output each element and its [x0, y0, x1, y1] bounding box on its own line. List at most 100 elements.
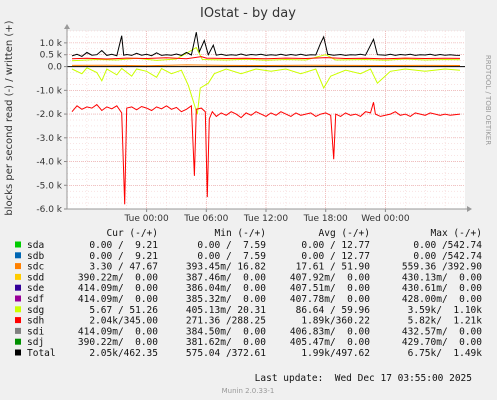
legend-name-sdi: sdi	[27, 326, 44, 337]
y-tick-label: -5.0 k	[36, 181, 62, 191]
legend-avg-sdi: 406.83m/ 0.00	[290, 326, 370, 337]
legend-cur-sde: 414.09m/ 0.00	[78, 283, 158, 294]
legend-min-sdc: 393.45m/ 16.82	[186, 262, 266, 273]
legend-avg-sde: 407.51m/ 0.00	[290, 283, 370, 294]
legend-header-avg: Avg (-/+)	[319, 228, 370, 239]
legend-swatch-sda	[15, 241, 21, 248]
x-tick-label: Tue 06:00	[183, 214, 228, 224]
y-tick-label: -3.0 k	[36, 134, 62, 144]
legend-avg-sdg: 86.64 / 59.96	[296, 305, 371, 316]
legend-max-sdi: 432.57m/ 0.00	[402, 326, 482, 337]
legend-swatch-sdi	[15, 327, 21, 334]
legend-name-sdc: sdc	[27, 262, 44, 273]
sdc-write-line	[71, 64, 461, 67]
legend-min-sdi: 384.50m/ 0.00	[186, 326, 266, 337]
y-axis-arrow	[64, 24, 70, 29]
legend-max-sdg: 3.59k/ 1.10k	[408, 305, 483, 316]
legend-swatch-sdb	[15, 252, 21, 259]
y-tick-label: -2.0 k	[36, 110, 62, 120]
rrdtool-credit: RRDTOOL / TOBI OETIKER	[484, 55, 492, 145]
legend-max-sdj: 429.70m/ 0.00	[402, 337, 482, 348]
legend-min-sdf: 385.32m/ 0.00	[186, 294, 266, 305]
x-tick-label: Tue 00:00	[124, 214, 169, 224]
legend-avg-total: 1.99k/497.62	[301, 348, 370, 359]
legend-avg-sda: 0.00 / 12.77	[301, 240, 370, 251]
legend-avg-sdf: 407.78m/ 0.00	[290, 294, 370, 305]
y-tick-label: 0.0	[48, 63, 63, 73]
legend-name-sdg: sdg	[27, 305, 44, 316]
legend-cur-sdh: 2.04k/345.00	[89, 316, 158, 327]
legend-max-total: 6.75k/ 1.49k	[408, 348, 483, 359]
legend-max-sda: 0.00 /542.74	[413, 240, 482, 251]
legend-name-sde: sde	[27, 283, 44, 294]
legend-avg-sdb: 0.00 / 12.77	[301, 251, 370, 262]
legend-name-sdh: sdh	[27, 316, 44, 327]
legend-cur-sdj: 390.22m/ 0.00	[78, 337, 158, 348]
y-tick-label: -4.0 k	[36, 158, 62, 168]
legend-avg-sdh: 1.89k/360.22	[301, 316, 370, 327]
legend-avg-sdj: 405.47m/ 0.00	[290, 337, 370, 348]
legend-max-sdh: 5.82k/ 1.21k	[408, 316, 483, 327]
legend-min-sdh: 271.36 /288.25	[186, 316, 266, 327]
sdh-write-line	[71, 56, 461, 60]
legend-swatch-sde	[15, 284, 21, 291]
legend-max-sdd: 430.13m/ 0.00	[402, 272, 482, 283]
x-axis-arrow	[467, 206, 472, 212]
legend-min-total: 575.04 /372.61	[186, 348, 266, 359]
legend-max-sdc: 559.36 /392.90	[402, 262, 482, 273]
x-tick-label: Tue 18:00	[303, 214, 348, 224]
sdg-read-line	[71, 67, 461, 115]
legend-name-sda: sda	[27, 240, 44, 251]
legend-header-max: Max (-/+)	[431, 228, 482, 239]
legend-max-sde: 430.61m/ 0.00	[402, 283, 482, 294]
legend-cur-sda: 0.00 / 9.21	[89, 240, 158, 251]
sdg-write-line	[71, 46, 461, 62]
chart-title: IOstat - by day	[200, 6, 296, 21]
legend: Cur (-/+) Min (-/+) Avg (-/+) Max (-/+) sda 0…	[15, 228, 482, 359]
legend-cur-sdg: 5.67 / 51.26	[89, 305, 158, 316]
legend-avg-sdc: 17.61 / 51.90	[296, 262, 371, 273]
legend-min-sdb: 0.00 / 7.59	[197, 251, 266, 262]
legend-avg-sdd: 407.92m/ 0.00	[290, 272, 370, 283]
legend-swatch-sdd	[15, 273, 21, 280]
legend-max-sdb: 0.00 /542.74	[413, 251, 482, 262]
legend-swatch-sdf	[15, 295, 21, 302]
legend-cur-sdd: 390.22m/ 0.00	[78, 272, 158, 283]
y-tick-label: -1.0 k	[36, 86, 62, 96]
x-tick-label: Tue 12:00	[243, 214, 288, 224]
legend-swatch-sdj	[15, 338, 21, 345]
legend-header-min: Min (-/+)	[215, 228, 266, 239]
legend-cur-sdi: 414.09m/ 0.00	[78, 326, 158, 337]
legend-swatch-sdc	[15, 263, 21, 270]
legend-cur-total: 2.05k/462.35	[89, 348, 158, 359]
plot-area: 1.0 k 0.5 k 0.0 -1.0 k -2.0 k -3.0 k -4.0 k -5.…	[36, 24, 472, 224]
legend-min-sdj: 381.62m/ 0.00	[186, 337, 266, 348]
y-tick-label: -6.0 k	[36, 205, 62, 215]
y-tick-label: 1.0 k	[40, 39, 63, 49]
total-write-line	[71, 32, 461, 57]
legend-swatch-sdh	[15, 317, 21, 324]
last-update: Last update: Wed Dec 17 03:55:00 2025	[255, 373, 472, 384]
legend-swatch-sdg	[15, 306, 21, 313]
legend-max-sdf: 428.00m/ 0.00	[402, 294, 482, 305]
legend-name-sdf: sdf	[27, 294, 44, 305]
legend-header-cur: Cur (-/+)	[107, 228, 158, 239]
legend-cur-sdb: 0.00 / 9.21	[89, 251, 158, 262]
legend-min-sde: 386.04m/ 0.00	[186, 283, 266, 294]
x-tick-label: Wed 00:00	[361, 214, 410, 224]
legend-min-sdg: 405.13m/ 20.31	[186, 305, 266, 316]
munin-version: Munin 2.0.33-1	[222, 387, 275, 395]
legend-cur-sdf: 414.09m/ 0.00	[78, 294, 158, 305]
sdh-read-line	[71, 102, 461, 205]
legend-name-sdd: sdd	[27, 272, 44, 283]
legend-name-sdj: sdj	[27, 337, 44, 348]
legend-name-total: Total	[27, 348, 56, 359]
y-tick-label: 0.5 k	[40, 51, 63, 61]
legend-min-sda: 0.00 / 7.59	[197, 240, 266, 251]
y-axis-label: blocks per second read (-) / written (+)	[4, 20, 15, 215]
legend-swatch-total	[15, 349, 21, 356]
legend-min-sdd: 387.46m/ 0.00	[186, 272, 266, 283]
legend-cur-sdc: 3.30 / 47.67	[89, 262, 158, 273]
legend-name-sdb: sdb	[27, 251, 44, 262]
